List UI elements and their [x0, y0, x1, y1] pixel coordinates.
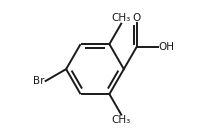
- Text: OH: OH: [158, 42, 174, 52]
- Text: Br: Br: [33, 76, 45, 86]
- Text: CH₃: CH₃: [111, 115, 130, 125]
- Text: O: O: [132, 13, 140, 23]
- Text: CH₃: CH₃: [111, 13, 130, 23]
